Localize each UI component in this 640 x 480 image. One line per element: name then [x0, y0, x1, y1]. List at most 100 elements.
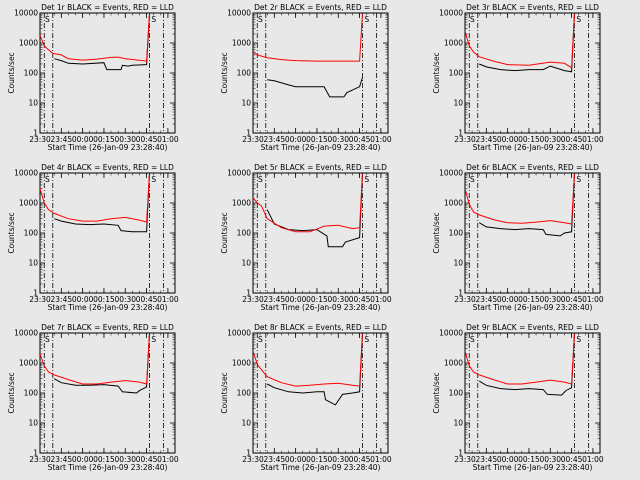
series-line-events: [53, 334, 150, 394]
y-tick-label: 1: [458, 289, 463, 298]
start-marker: S: [45, 335, 50, 344]
series-line-lld: [465, 334, 575, 385]
x-tick-label: 23:30: [454, 295, 476, 304]
end-marker: S: [576, 175, 581, 184]
plot-frame: [39, 12, 176, 134]
x-tick-label: 01:00: [157, 135, 179, 144]
panel-title: Det 7r BLACK = Events, RED = LLD: [41, 323, 174, 332]
end-marker: S: [364, 335, 369, 344]
panel-det-4: Det 4r BLACK = Events, RED = LLD 1 10 100 10…: [7, 163, 179, 312]
y-tick-label: 1: [33, 129, 38, 138]
y-axis-label: Counts/sec: [432, 212, 441, 253]
y-tick-label: 1: [246, 449, 251, 458]
x-tick-label: 00:30: [114, 135, 136, 144]
start-marker: S: [258, 335, 263, 344]
x-tick-label: 00:45: [561, 455, 583, 464]
plot-frame: [39, 172, 176, 294]
x-tick-label: 00:15: [518, 295, 540, 304]
end-marker: S: [151, 335, 156, 344]
y-tick-label: 1000: [232, 359, 251, 368]
x-tick-label: 00:45: [136, 135, 158, 144]
y-tick-label: 1000: [444, 359, 463, 368]
y-axis-label: Counts/sec: [432, 372, 441, 413]
y-axis-label: Counts/sec: [432, 52, 441, 93]
x-tick-label: 23:30: [454, 455, 476, 464]
end-marker: S: [151, 15, 156, 24]
series-group: [253, 174, 363, 248]
x-tick-label: 23:30: [454, 135, 476, 144]
panel-det-9: Det 9r BLACK = Events, RED = LLD 1 10 100 10…: [432, 323, 604, 472]
x-tick-label: 01:00: [370, 295, 392, 304]
x-tick-label: 00:15: [306, 455, 328, 464]
y-tick-label: 1000: [444, 39, 463, 48]
x-tick-label: 00:00: [285, 135, 307, 144]
x-tick-label: 01:00: [582, 295, 604, 304]
plot-frame: [464, 332, 601, 454]
series-line-events: [54, 174, 150, 233]
x-tick-label: 00:30: [539, 135, 561, 144]
x-tick-label: 23:45: [476, 135, 498, 144]
y-tick-label: 10: [28, 419, 38, 428]
series-line-lld: [253, 174, 363, 233]
y-tick-label: 100: [24, 69, 39, 78]
x-tick-label: 00:45: [349, 295, 371, 304]
y-tick-label: 10: [453, 419, 463, 428]
series-group: [40, 334, 150, 394]
end-marker: S: [576, 335, 581, 344]
x-tick-label: 00:45: [136, 455, 158, 464]
x-tick-label: 01:00: [582, 455, 604, 464]
x-tick-label: 00:15: [518, 135, 540, 144]
x-tick-label: 00:30: [327, 135, 349, 144]
x-tick-label: 00:00: [497, 455, 519, 464]
y-tick-label: 1: [246, 289, 251, 298]
series-line-lld: [40, 334, 150, 385]
x-tick-label: 00:30: [539, 455, 561, 464]
series-line-events: [478, 174, 575, 237]
y-tick-label: 10000: [227, 329, 251, 338]
y-tick-label: 10: [28, 259, 38, 268]
series-group: [465, 334, 575, 396]
y-tick-label: 10: [453, 259, 463, 268]
x-tick-label: 23:30: [242, 295, 264, 304]
panel-det-1: Det 1r BLACK = Events, RED = LLD 1 10 100 10…: [7, 3, 179, 152]
panel-title: Det 9r BLACK = Events, RED = LLD: [466, 323, 599, 332]
x-tick-label: 00:45: [349, 455, 371, 464]
panel-det-3: Det 3r BLACK = Events, RED = LLD 1 10 100 10…: [432, 3, 604, 152]
x-tick-label: 23:30: [242, 455, 264, 464]
series-line-lld: [465, 14, 575, 69]
x-tick-label: 00:30: [327, 295, 349, 304]
y-axis-label: Counts/sec: [7, 52, 16, 93]
x-axis-label: Start Time (26-Jan-09 23:28:40): [48, 303, 168, 312]
series-line-lld: [40, 14, 150, 62]
panel-det-2: Det 2r BLACK = Events, RED = LLD 1 10 100 10…: [220, 3, 392, 152]
y-tick-label: 1000: [232, 39, 251, 48]
plot-frame: [464, 12, 601, 134]
y-tick-label: 1000: [19, 359, 38, 368]
end-marker: S: [364, 15, 369, 24]
series-line-lld: [465, 174, 575, 225]
x-tick-label: 00:15: [306, 135, 328, 144]
y-axis-label: Counts/sec: [220, 372, 229, 413]
x-tick-label: 00:15: [306, 295, 328, 304]
x-axis-label: Start Time (26-Jan-09 23:28:40): [48, 143, 168, 152]
x-tick-label: 23:45: [264, 455, 286, 464]
panel-title: Det 6r BLACK = Events, RED = LLD: [466, 163, 599, 172]
y-tick-label: 10: [241, 99, 251, 108]
y-tick-label: 100: [24, 229, 39, 238]
x-tick-label: 23:30: [29, 455, 51, 464]
y-tick-label: 100: [449, 229, 464, 238]
y-tick-label: 10000: [439, 9, 463, 18]
x-tick-label: 00:00: [497, 135, 519, 144]
x-tick-label: 00:30: [114, 455, 136, 464]
x-tick-label: 23:45: [51, 135, 73, 144]
panel-title: Det 5r BLACK = Events, RED = LLD: [254, 163, 387, 172]
y-axis-label: Counts/sec: [7, 212, 16, 253]
x-tick-label: 00:00: [285, 295, 307, 304]
start-marker: S: [45, 175, 50, 184]
panel-title: Det 8r BLACK = Events, RED = LLD: [254, 323, 387, 332]
y-axis-label: Counts/sec: [220, 52, 229, 93]
x-tick-label: 00:15: [518, 455, 540, 464]
y-tick-label: 10000: [439, 329, 463, 338]
series-group: [40, 14, 150, 71]
plot-frame: [252, 12, 389, 134]
